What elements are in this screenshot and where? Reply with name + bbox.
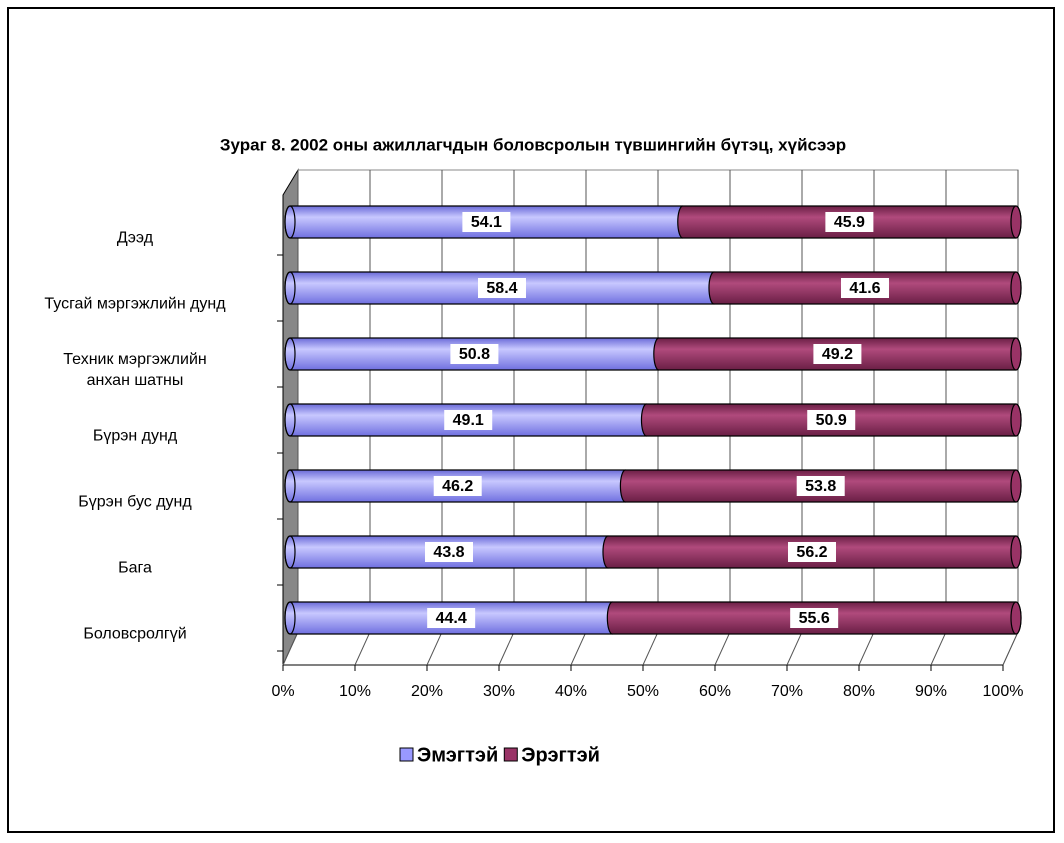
legend-label: Эмэгтэй xyxy=(417,744,498,766)
chart-title: Зураг 8. 2002 оны ажиллагчдын боловсролы… xyxy=(220,135,846,154)
value-label-box xyxy=(796,476,845,496)
legend-label: Эрэгтэй xyxy=(521,744,600,766)
value-label: 44.4 xyxy=(436,610,467,627)
value-label: 56.2 xyxy=(796,544,827,561)
value-label: 58.4 xyxy=(486,280,517,297)
legend-swatch xyxy=(503,747,518,762)
y-tick-label: Бүрэн дунд xyxy=(92,427,178,445)
bar-end xyxy=(1010,535,1022,569)
grid-line xyxy=(858,631,875,666)
grid-line xyxy=(786,631,803,666)
grid-line xyxy=(714,631,731,666)
x-tick-label: 100% xyxy=(983,683,1024,700)
value-label: 55.6 xyxy=(799,610,830,627)
value-label: 49.2 xyxy=(822,346,853,363)
y-tick-label: Дээд xyxy=(116,229,154,247)
value-label: 50.9 xyxy=(816,412,847,429)
value-label-box xyxy=(787,542,836,562)
value-label-box xyxy=(424,542,473,562)
value-label-box xyxy=(840,278,889,298)
bar-start xyxy=(284,205,296,239)
bar-start xyxy=(284,337,296,371)
value-label: 54.1 xyxy=(471,214,502,231)
grid-line xyxy=(642,631,659,666)
bar-end xyxy=(1010,337,1022,371)
bar-start xyxy=(284,403,296,437)
y-tick-label: Техник мэргэжлийн анхан шатны xyxy=(63,351,207,389)
value-label-box xyxy=(450,344,499,364)
grid-line xyxy=(426,631,443,666)
grid-line xyxy=(930,631,947,666)
value-label-box xyxy=(825,212,874,232)
grid-line xyxy=(354,631,371,666)
y-tick-label: Боловсролгүй xyxy=(83,625,187,643)
y-tick-label: Тусгай мэргэжлийн дунд xyxy=(44,295,226,313)
value-label-box xyxy=(813,344,862,364)
y-tick-label: Бүрэн бус дунд xyxy=(78,493,192,511)
bar-start xyxy=(284,601,296,635)
value-label-box xyxy=(477,278,526,298)
x-tick-label: 60% xyxy=(699,683,731,700)
value-label-box xyxy=(444,410,493,430)
grid-line xyxy=(282,631,299,666)
legend-swatch xyxy=(399,747,414,762)
value-label-box xyxy=(433,476,482,496)
x-tick-label: 10% xyxy=(339,683,371,700)
value-label-box xyxy=(807,410,856,430)
bar-end xyxy=(1010,469,1022,503)
grid-line xyxy=(1002,631,1019,666)
x-tick-label: 70% xyxy=(771,683,803,700)
bar-start xyxy=(284,469,296,503)
value-label-box xyxy=(790,608,839,628)
grid-line xyxy=(498,631,515,666)
bar-end xyxy=(1010,271,1022,305)
value-label: 49.1 xyxy=(453,412,484,429)
value-label: 46.2 xyxy=(442,478,473,495)
value-label-box xyxy=(462,212,511,232)
x-tick-label: 80% xyxy=(843,683,875,700)
x-tick-label: 40% xyxy=(555,683,587,700)
value-label: 43.8 xyxy=(433,544,464,561)
x-tick-label: 50% xyxy=(627,683,659,700)
x-tick-label: 0% xyxy=(271,683,294,700)
value-label-box xyxy=(427,608,476,628)
bar-end xyxy=(1010,205,1022,239)
value-label: 45.9 xyxy=(834,214,865,231)
bar-start xyxy=(284,535,296,569)
bar-end xyxy=(1010,403,1022,437)
value-label: 41.6 xyxy=(849,280,880,297)
x-tick-label: 20% xyxy=(411,683,443,700)
x-tick-label: 30% xyxy=(483,683,515,700)
bar-start xyxy=(284,271,296,305)
value-label: 50.8 xyxy=(459,346,490,363)
grid-line xyxy=(570,631,587,666)
bar-end xyxy=(1010,601,1022,635)
y-tick-label: Бага xyxy=(118,559,152,577)
x-tick-label: 90% xyxy=(915,683,947,700)
value-label: 53.8 xyxy=(805,478,836,495)
